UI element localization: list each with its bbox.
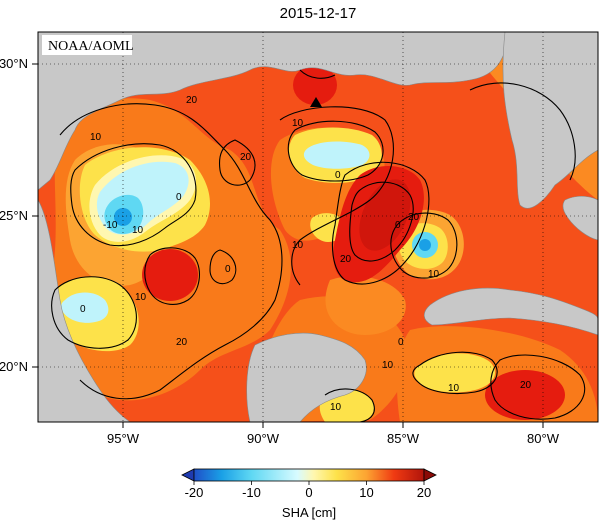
contour-line: [469, 82, 576, 181]
contour-label: 10: [382, 360, 394, 371]
lat-label: 20°N: [0, 359, 28, 374]
map-title: 2015-12-17: [280, 5, 357, 22]
lat-label: 25°N: [0, 208, 28, 223]
contour-label: 20: [520, 380, 532, 391]
contour-label: 0: [398, 337, 404, 348]
colorbar-tick-label: -10: [242, 485, 261, 500]
sha-high-eddy-west: [142, 249, 198, 301]
contour-label: 10: [428, 269, 440, 280]
lon-label: 90°W: [247, 431, 280, 446]
contour-label: 0: [395, 220, 401, 231]
map-plot-area: 20 10 10 0 10 -10 10 0 0 20 10 0 20 10 1…: [38, 32, 598, 422]
contour-label: 10: [135, 292, 147, 303]
contour-label: 0: [335, 170, 341, 181]
colorbar: -20 -10 0 10 20 SHA [cm]: [181, 468, 437, 520]
contour-line: [324, 388, 375, 422]
contour-label: 10: [132, 225, 144, 236]
land-bahamas: [562, 195, 598, 241]
contour-line: [349, 181, 414, 262]
contour-line: [390, 212, 458, 279]
axis-ticks: [32, 63, 544, 428]
land-mexico: [38, 199, 131, 422]
land-cuba: [423, 287, 598, 336]
colorbar-tick-label: 0: [305, 485, 312, 500]
sha-field-cyan-center: [303, 141, 370, 169]
land-yucatan: [246, 332, 367, 422]
colorbar-tick-label: 20: [417, 485, 431, 500]
contour-label: 10: [90, 132, 102, 143]
colorbar-arrow-left: [181, 468, 195, 482]
sha-high-eddy-north: [293, 65, 337, 105]
contour-label: 0: [176, 192, 182, 203]
contour-line: [70, 143, 197, 247]
sha-field-yellow-caribbean: [414, 353, 495, 393]
colorbar-label: SHA [cm]: [282, 505, 336, 520]
contour-lines: [51, 69, 586, 422]
map-frame: [37, 31, 599, 423]
station-marker-icon: [310, 97, 322, 107]
sha-field-orange-bank: [325, 276, 406, 335]
contour-line: [412, 351, 498, 395]
contour-label: 20: [340, 254, 352, 265]
credit-label: NOAA/AOML: [48, 39, 134, 54]
contour-line: [144, 247, 201, 305]
contour-label: 0: [225, 264, 231, 275]
contour-label: 20: [176, 337, 188, 348]
contour-label: 20: [240, 152, 252, 163]
sha-low-core-east: [419, 239, 431, 251]
contour-label: 10: [448, 383, 460, 394]
lon-label: 80°W: [527, 431, 560, 446]
lon-label: 95°W: [107, 431, 140, 446]
colorbar-tick-label: -20: [185, 485, 204, 500]
contour-labels: 20 10 10 0 10 -10 10 0 0 20 10 0 20 10 1…: [80, 95, 532, 413]
contour-line: [299, 69, 336, 79]
contour-label: 0: [80, 304, 86, 315]
contour-line: [490, 354, 586, 420]
contour-line: [51, 276, 137, 349]
contour-label: -10: [103, 220, 118, 231]
colorbar-tick-label: 10: [359, 485, 373, 500]
lon-label: 85°W: [387, 431, 420, 446]
contour-label: 10: [292, 118, 304, 129]
sha-high-eddy-caribbean: [485, 370, 565, 420]
contour-label: 20: [186, 95, 198, 106]
contour-line: [279, 106, 394, 286]
contour-line: [218, 139, 256, 186]
colorbar-ramp: [193, 468, 425, 482]
contour-label: 20: [408, 212, 420, 223]
contour-line: [59, 103, 283, 400]
credit-box: [42, 35, 132, 55]
lat-label: 30°N: [0, 56, 28, 71]
sha-high-eddy-core: [359, 179, 411, 251]
colorbar-arrow-right: [423, 468, 437, 482]
contour-label: 10: [292, 240, 304, 251]
land-usa-gulf-coast: [38, 32, 511, 191]
sha-field-cyan-sw: [61, 292, 109, 323]
contour-line: [331, 161, 430, 285]
graticule: [38, 32, 598, 422]
contour-line: [209, 249, 237, 285]
contour-label: 10: [330, 402, 342, 413]
contour-line: [287, 120, 384, 182]
